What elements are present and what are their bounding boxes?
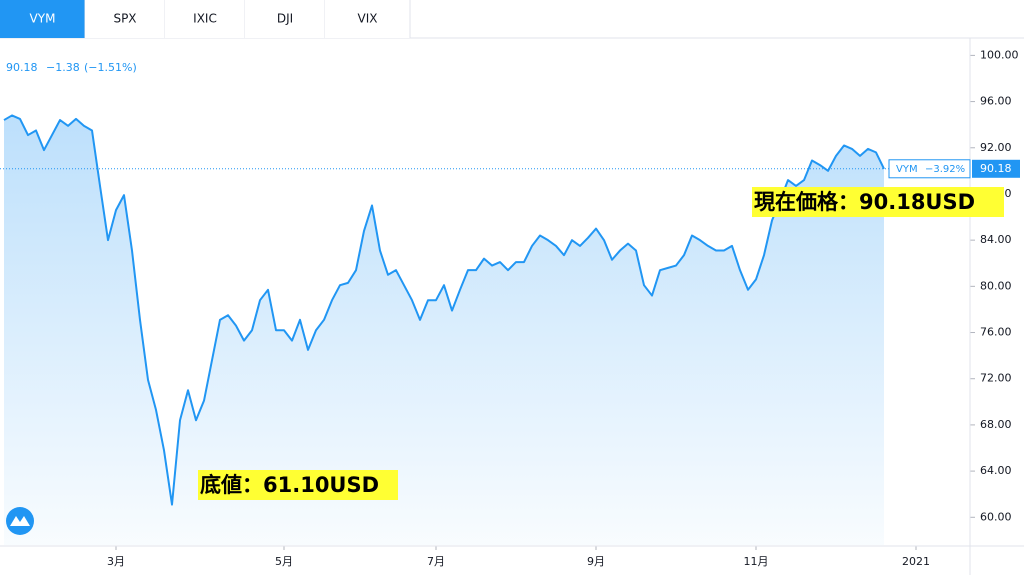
tab-label[interactable]: SPX: [113, 12, 136, 26]
annotation: 現在価格：90.18USD: [754, 190, 975, 214]
y-tick-label: 72.00: [980, 372, 1012, 385]
x-tick-label: 9月: [587, 555, 605, 568]
tab-label[interactable]: VYM: [30, 12, 56, 26]
y-tick-label: 60.00: [980, 510, 1012, 523]
annotation-highlight: [198, 470, 398, 500]
tab[interactable]: [325, 0, 410, 38]
tab[interactable]: [0, 0, 85, 38]
tab[interactable]: [245, 0, 325, 38]
tab-label[interactable]: DJI: [277, 12, 293, 26]
area: [4, 115, 884, 546]
price-tag-box: [888, 159, 971, 179]
x-tick-label: 3月: [107, 555, 125, 568]
legend-price: 90.18: [6, 61, 38, 74]
tab-label[interactable]: IXIC: [193, 12, 217, 26]
tab[interactable]: [165, 0, 245, 38]
y-tick-label: 84.00: [980, 233, 1012, 246]
x-tick-label: 2021: [902, 555, 930, 568]
y-tick-label: 92.00: [980, 141, 1012, 154]
y-tick-label: 64.00: [980, 464, 1012, 477]
price-tag-symbol: VYM: [896, 164, 918, 175]
tab[interactable]: [85, 0, 165, 38]
x-tick-label: 7月: [427, 555, 445, 568]
annotation: 底値：61.10USD: [200, 473, 379, 497]
y-tick-label: 68.00: [980, 418, 1012, 431]
y-tick-label: 80.00: [980, 279, 1012, 292]
price-axis-tag: [972, 159, 1020, 178]
tab-label[interactable]: VIX: [358, 12, 378, 26]
legend-change: −1.38: [46, 61, 80, 74]
price-axis-tag-label: 90.18: [980, 162, 1012, 175]
y-tick-label: 100.00: [980, 48, 1019, 61]
legend-percent: (−1.51%): [84, 61, 137, 74]
annotation-highlight: [752, 187, 1004, 217]
price-tag-change: −3.92%: [925, 164, 965, 175]
logo: [6, 507, 34, 535]
y-tick-label: 96.00: [980, 95, 1012, 108]
x-tick-label: 11月: [744, 555, 769, 568]
price-line: [3, 114, 885, 506]
x-tick-label: 5月: [275, 555, 293, 568]
y-tick-label: 76.00: [980, 326, 1012, 339]
